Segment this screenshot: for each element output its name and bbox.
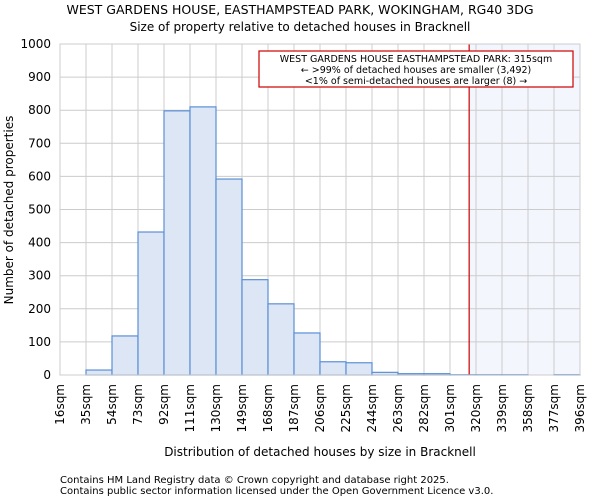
- y-tick-label: 400: [28, 236, 51, 250]
- footer-line-1: Contains HM Land Registry data © Crown c…: [60, 475, 449, 486]
- y-axis-label: Number of detached properties: [2, 116, 16, 305]
- x-tick-label: 339sqm: [495, 384, 509, 432]
- x-tick-label: 111sqm: [183, 384, 197, 432]
- y-tick-label: 700: [28, 136, 51, 150]
- x-axis-label: Distribution of detached houses by size …: [164, 445, 476, 459]
- y-tick-label: 500: [28, 203, 51, 217]
- x-tick-label: 263sqm: [391, 384, 405, 432]
- x-tick-label: 320sqm: [469, 384, 483, 432]
- annotation-line: WEST GARDENS HOUSE EASTHAMPSTEAD PARK: 3…: [280, 54, 552, 65]
- y-tick-label: 600: [28, 169, 51, 183]
- x-tick-label: 54sqm: [105, 384, 119, 425]
- histogram-bar: [320, 362, 346, 375]
- x-tick-label: 187sqm: [287, 384, 301, 432]
- histogram-bar: [268, 304, 294, 375]
- x-tick-label: 92sqm: [157, 384, 171, 425]
- y-tick-label: 800: [28, 103, 51, 117]
- x-tick-label: 377sqm: [547, 384, 561, 432]
- x-tick-label: 206sqm: [313, 384, 327, 432]
- x-tick-label: 358sqm: [521, 384, 535, 432]
- x-tick-label: 73sqm: [131, 384, 145, 425]
- x-tick-label: 149sqm: [235, 384, 249, 432]
- x-tick-label: 225sqm: [339, 384, 353, 432]
- histogram-bar: [112, 336, 138, 375]
- histogram-bar: [294, 333, 320, 375]
- x-tick-label: 396sqm: [573, 384, 587, 432]
- histogram-bar: [138, 232, 164, 375]
- y-tick-label: 200: [28, 302, 51, 316]
- histogram-bar: [164, 111, 190, 375]
- histogram-bar: [86, 370, 112, 375]
- y-tick-label: 1000: [20, 37, 51, 51]
- x-tick-label: 301sqm: [443, 384, 457, 432]
- y-tick-label: 100: [28, 335, 51, 349]
- x-tick-label: 168sqm: [261, 384, 275, 432]
- footer-line-2: Contains public sector information licen…: [60, 486, 493, 497]
- chart-title: WEST GARDENS HOUSE, EASTHAMPSTEAD PARK, …: [66, 2, 533, 17]
- y-tick-label: 900: [28, 70, 51, 84]
- y-tick-label: 300: [28, 269, 51, 283]
- histogram-bar: [190, 107, 216, 375]
- x-tick-label: 282sqm: [417, 384, 431, 432]
- x-tick-label: 130sqm: [209, 384, 223, 432]
- x-tick-label: 244sqm: [365, 384, 379, 432]
- x-tick-label: 35sqm: [79, 384, 93, 425]
- annotation-line: <1% of semi-detached houses are larger (…: [305, 76, 527, 87]
- histogram-bar: [216, 179, 242, 375]
- y-tick-label: 0: [43, 368, 51, 382]
- annotation-line: ← >99% of detached houses are smaller (3…: [301, 65, 532, 76]
- chart-subtitle: Size of property relative to detached ho…: [130, 20, 471, 34]
- x-tick-label: 16sqm: [53, 384, 67, 425]
- histogram-bar: [242, 280, 268, 375]
- histogram-bar: [346, 363, 372, 375]
